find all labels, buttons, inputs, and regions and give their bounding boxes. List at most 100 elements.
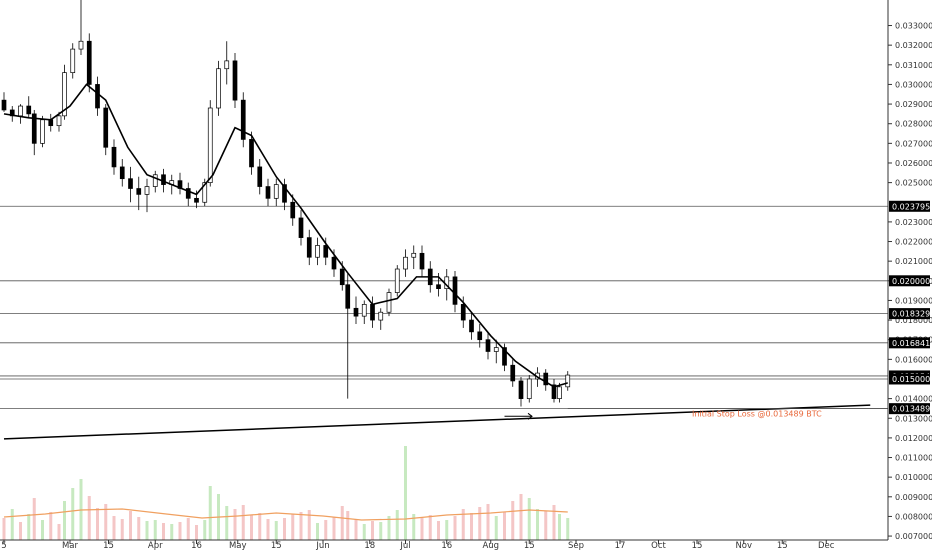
candle-body [469,319,474,333]
price-tick-label: 0.007000 [895,532,932,541]
price-tick-label: 0.030000 [895,80,932,89]
price-tick-label: 0.025000 [895,179,932,188]
candle-body [78,40,84,50]
candle-body [386,292,392,313]
volume-bar [346,511,350,540]
level-price-label: 0.020000 [892,277,930,286]
level-price-box [889,337,930,349]
candle-body [403,256,408,270]
candle-body [240,99,246,140]
volume-bar [536,509,539,540]
price-tick-label: 0.016000 [895,355,932,364]
annotations: Initial Stop Loss @0.013489 BTC [504,408,888,420]
candle-body [86,40,92,85]
price-moving-average [3,83,568,388]
candle-body [31,113,37,144]
candle-body [95,84,100,109]
volume-bar [486,504,490,540]
price-ma-line [3,83,568,388]
volume-bar [186,518,190,540]
time-tick-label: 16 [441,541,452,550]
horizontal-levels [0,205,888,410]
candle-body [265,186,271,199]
candle-body [232,60,238,101]
volume-bar [87,496,91,540]
level-price-box [889,200,930,212]
candle-body [315,245,320,258]
price-tick-label: 0.032000 [895,41,932,50]
time-tick-label: Apr [148,541,163,550]
volume-bar [71,488,75,540]
volume-bar [527,498,531,540]
price-tick-label: 0.010000 [895,473,932,482]
time-tick-label: 15 [271,541,282,550]
volume-bar [291,514,295,540]
time-tick-label: Oct [651,541,666,550]
volume-bar [96,508,99,540]
volume-bar [120,519,124,540]
volume-bar [145,521,149,540]
level-price-label: 0.013489 [892,405,930,414]
price-axis-ticks[interactable]: 0.007000 0.008000 0.009000 0.010000 0.011000… [888,22,932,542]
stop-loss-label: Initial Stop Loss @0.013489 BTC [692,410,822,419]
candle-body [257,166,263,187]
candle-body [70,48,76,74]
volume-bar [340,506,344,540]
candle-body [361,304,367,317]
volume-bar [2,518,6,540]
volume-bar [19,522,22,540]
price-tick-label: 0.031000 [895,61,932,70]
candle-body [202,182,208,203]
candle-body [136,188,142,195]
support-trendline [3,404,871,440]
candle-body [485,339,491,352]
candle-body [1,99,7,111]
price-tick-label: 0.018000 [895,316,932,325]
time-tick-label: 15 [524,541,535,550]
candle-body [282,184,287,203]
price-tick-label: 0.029000 [895,100,932,109]
price-tick-label: 0.014000 [895,395,932,404]
volume-bar [266,519,270,540]
volume-bar [395,510,399,540]
candle-body [161,174,166,185]
volume-bar [307,510,311,540]
time-tick-label: Sep [568,541,584,550]
candle-body [323,245,329,258]
time-axis-ticks[interactable]: 5 Mar 15 Apr 16 May 15 Jun 18 Jul 16 Aug 15 Sep 17 Oct 1… [1,540,835,550]
volume-bar [552,505,556,540]
volume-bar [428,515,432,540]
volume-bar [354,519,358,540]
price-tick-label: 0.011000 [895,454,932,463]
candle-body [306,237,312,258]
price-tick-label: 0.022000 [895,238,932,247]
arrow-head [527,412,533,420]
volume-bar [49,512,53,540]
volume-bar [241,505,245,540]
volume-bar [63,501,66,540]
volume-bar [544,511,548,540]
time-tick-label: 15 [103,541,114,550]
price-tick-label: 0.008000 [895,512,932,521]
volume-bar [283,518,286,540]
candle-body [62,72,67,117]
axes [0,0,889,541]
candle-body [103,107,109,148]
candle-body [493,347,499,352]
price-tick-label: 0.027000 [895,139,932,148]
time-tick-label: 15 [777,541,788,550]
time-tick-label: 15 [692,541,703,550]
volume-bar [153,520,157,540]
volume-bar [10,509,14,540]
price-tick-label: 0.021000 [895,257,932,266]
volume-bar [511,501,515,540]
candle-body [194,197,199,203]
volume-bar [379,522,383,540]
volume-bar [208,486,212,540]
volume-bar [274,521,278,540]
level-price-box [889,403,930,415]
volume-moving-average [3,508,568,521]
level-price-box [889,373,930,385]
trendline [3,404,871,440]
time-tick-label: 17 [615,541,626,550]
